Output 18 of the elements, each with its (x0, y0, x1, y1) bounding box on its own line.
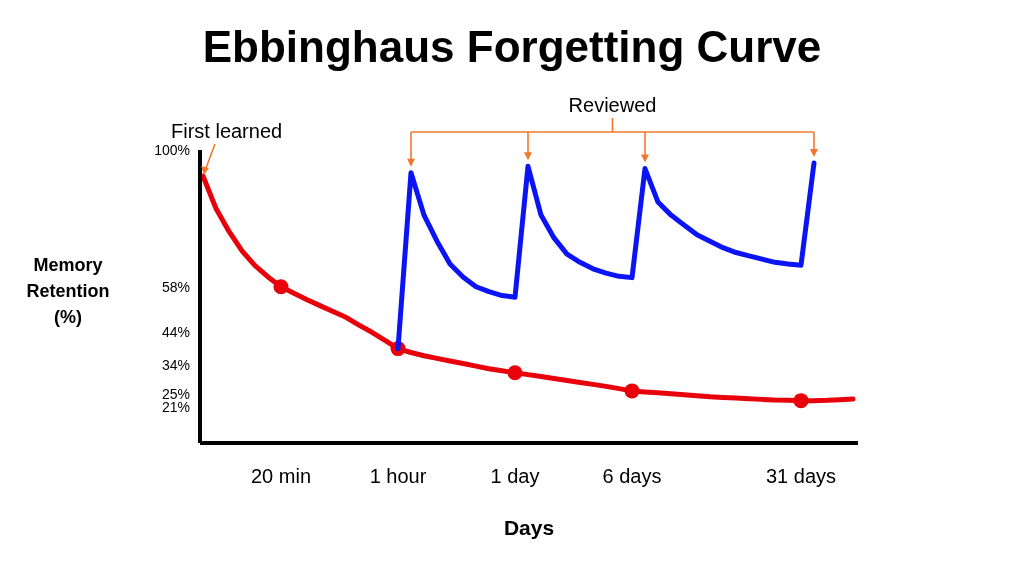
point (624, 383, 640, 399)
y-tick-label: 58% (161, 278, 190, 295)
y-axis-title: Memory Retention (%) (26, 254, 110, 327)
point (273, 279, 289, 295)
x-tick-label: 31 days (765, 465, 837, 487)
x-tick-label: 1 day (490, 465, 540, 487)
text: First learned (171, 120, 283, 143)
x-axis-title: Days (503, 516, 555, 539)
x-tick-label: 20 min (250, 465, 312, 487)
y-tick-label: 34% (161, 356, 190, 373)
x-tick-label: 1 hour (369, 465, 427, 487)
y-tick-label: 100% (154, 142, 190, 158)
chart-title: Ebbinghaus Forgetting Curve (202, 22, 822, 71)
text: Reviewed (568, 94, 657, 116)
x-tick-label: 6 days (602, 465, 662, 487)
point (793, 393, 809, 409)
y-tick-label: 44% (161, 324, 190, 341)
point (507, 365, 523, 381)
